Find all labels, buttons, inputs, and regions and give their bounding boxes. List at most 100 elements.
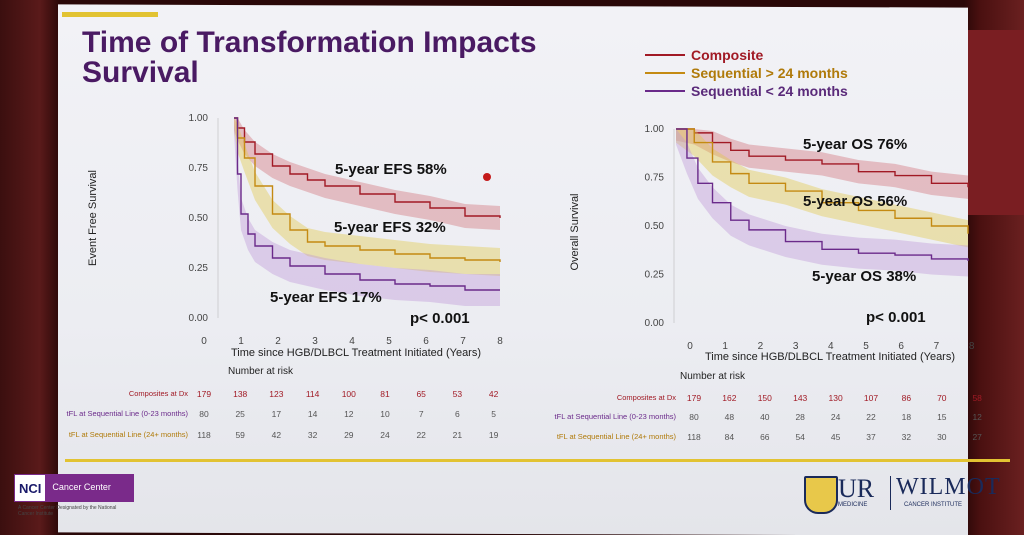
annotation-label: p< 0.001: [410, 310, 470, 327]
risk-value: 118: [197, 430, 211, 440]
x-tick-label: 6: [423, 336, 429, 347]
wilmot-text: WILMOT: [896, 474, 1001, 500]
legend: Composite Sequential > 24 months Sequent…: [645, 46, 848, 100]
risk-value: 179: [196, 389, 212, 399]
annotation-label: 5-year EFS 17%: [270, 289, 382, 306]
risk-row-label: tFL at Sequential Line (24+ months): [556, 432, 676, 441]
x-tick-label: 5: [863, 341, 869, 352]
risk-row-label: tFL at Sequential Line (24+ months): [68, 430, 188, 439]
risk-value: 6: [455, 409, 460, 419]
legend-item-composite: Composite: [645, 46, 848, 64]
risk-value: 24: [380, 430, 390, 440]
nci-subtitle: A Cancer Center Designated by the Nation…: [18, 505, 117, 517]
risk-value: 29: [344, 430, 354, 440]
risk-value: 80: [689, 412, 699, 422]
y-tick-label: 0.75: [189, 163, 209, 174]
risk-value: 18: [901, 412, 912, 422]
ur-wilmot-logo: UR MEDICINE WILMOT CANCER INSTITUTE: [804, 472, 1019, 514]
y-tick-label: 0.25: [189, 263, 209, 274]
logo-divider: [890, 476, 891, 510]
survival-curve: [676, 128, 969, 261]
x-tick-label: 2: [758, 341, 764, 352]
risk-value: 25: [235, 409, 245, 419]
risk-value: 40: [760, 412, 770, 422]
x-tick-label: 5: [386, 336, 392, 347]
risk-table-title: Number at risk: [228, 366, 294, 377]
risk-value: 5: [491, 409, 496, 419]
survival-curve: [676, 128, 969, 188]
risk-value: 17: [271, 409, 282, 419]
x-tick-label: 2: [275, 336, 281, 347]
risk-row-label: Composites at Dx: [616, 393, 676, 402]
risk-value: 15: [937, 412, 947, 422]
risk-value: 58: [972, 393, 982, 403]
risk-value: 7: [418, 409, 424, 419]
risk-value: 10: [380, 409, 390, 419]
legend-label: Sequential > 24 months: [691, 65, 848, 81]
survival-curve: [234, 117, 500, 291]
risk-value: 162: [722, 393, 737, 403]
annotation-label: p< 0.001: [866, 309, 926, 326]
risk-value: 37: [866, 432, 876, 442]
y-tick-label: 0.50: [189, 213, 209, 224]
y-tick-label: 0.00: [189, 313, 209, 324]
risk-value: 70: [937, 393, 947, 403]
legend-label: Sequential < 24 months: [691, 83, 848, 99]
risk-value: 80: [199, 409, 209, 419]
laser-pointer-dot: [483, 173, 491, 181]
risk-value: 130: [828, 393, 843, 403]
risk-value: 12: [972, 412, 982, 422]
y-tick-label: 0.25: [645, 270, 665, 281]
risk-value: 32: [307, 430, 318, 440]
nci-label: NCI: [14, 474, 47, 502]
risk-row-label: tFL at Sequential Line (0-23 months): [66, 409, 188, 418]
slide-title: Time of Transformation Impacts Survival: [82, 26, 537, 89]
x-tick-label: 8: [497, 336, 503, 347]
y-tick-label: 1.00: [645, 124, 665, 135]
cancer-center-label: Cancer Center: [46, 474, 134, 502]
risk-value: 22: [416, 430, 426, 440]
risk-value: 138: [233, 389, 248, 399]
x-tick-label: 1: [722, 341, 728, 352]
risk-value: 114: [305, 389, 320, 399]
y-axis-label: Event Free Survival: [87, 170, 99, 266]
survival-curve: [234, 117, 501, 262]
footer-divider: [65, 459, 1010, 462]
risk-value: 48: [724, 412, 735, 422]
x-tick-label: 3: [793, 341, 799, 352]
risk-value: 32: [901, 432, 912, 442]
y-tick-label: 0.75: [645, 173, 665, 184]
risk-value: 86: [901, 393, 912, 403]
title-accent-bar: [62, 12, 158, 17]
y-tick-label: 1.00: [189, 113, 209, 124]
confidence-band: [676, 129, 968, 277]
risk-value: 118: [687, 432, 701, 442]
risk-value: 59: [235, 430, 245, 440]
risk-value: 42: [488, 389, 499, 399]
y-tick-label: 0.00: [645, 318, 665, 329]
x-tick-label: 0: [687, 341, 693, 352]
risk-value: 100: [341, 389, 356, 399]
risk-value: 53: [452, 389, 463, 399]
side-screen: [968, 30, 1024, 215]
risk-value: 22: [866, 412, 876, 422]
risk-value: 54: [795, 432, 805, 442]
risk-value: 14: [307, 409, 318, 419]
risk-value: 19: [488, 430, 499, 440]
annotation-label: 5-year EFS 32%: [334, 219, 446, 236]
x-tick-label: 0: [201, 336, 207, 347]
legend-item-seq-lt24: Sequential < 24 months: [645, 82, 848, 100]
risk-value: 24: [830, 412, 841, 422]
risk-value: 84: [724, 432, 735, 442]
annotation-label: 5-year OS 38%: [812, 268, 916, 285]
risk-value: 143: [793, 393, 808, 403]
x-tick-label: 3: [312, 336, 318, 347]
risk-table-title: Number at risk: [680, 371, 746, 382]
wilmot-subtext: CANCER INSTITUTE: [904, 502, 963, 508]
nci-logo: NCI Cancer Center: [14, 474, 134, 502]
x-axis-label: Time since HGB/DLBCL Treatment Initiated…: [705, 351, 955, 363]
x-tick-label: 1: [238, 336, 244, 347]
annotation-label: 5-year OS 56%: [803, 193, 907, 210]
annotation-label: 5-year OS 76%: [803, 136, 907, 153]
